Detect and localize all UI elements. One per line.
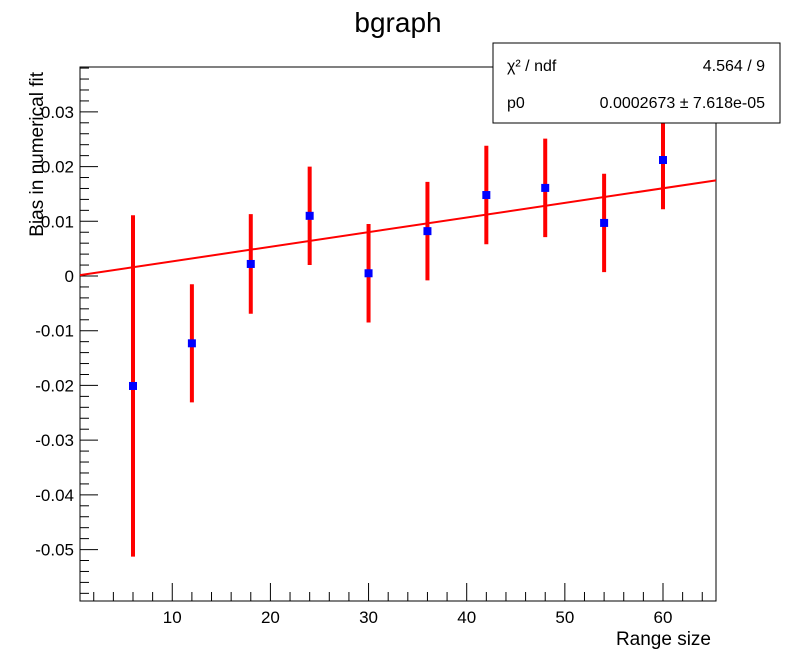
fit-layer <box>79 179 717 277</box>
stats-chi2-label: χ² / ndf <box>507 58 557 75</box>
stats-p0-label: p0 <box>507 95 525 112</box>
data-point <box>305 211 314 220</box>
x-axis: 10 20 30 40 50 60 <box>93 583 703 627</box>
plot-frame <box>79 66 717 602</box>
x-tick-label: 50 <box>555 608 574 627</box>
y-tick-label: 0.01 <box>41 212 74 231</box>
data-point <box>659 156 667 165</box>
stats-chi2-value: 4.564 / 9 <box>703 58 765 75</box>
data-point <box>600 218 609 227</box>
data-point <box>246 259 255 268</box>
x-tick-label: 60 <box>654 608 673 627</box>
data-layer <box>129 110 667 557</box>
y-tick-label: 0.03 <box>41 103 74 122</box>
chart-title: bgraph <box>354 7 441 38</box>
stats-p0-value: 0.0002673 ± 7.618e-05 <box>600 95 765 112</box>
y-axis: -0.05 -0.04 -0.03 -0.02 -0.01 0 0.01 0.02 0.03 <box>35 67 98 594</box>
y-tick-label: -0.03 <box>35 431 74 450</box>
y-tick-label: -0.04 <box>35 486 74 505</box>
x-axis-label: Range size <box>616 629 711 650</box>
x-tick-label: 10 <box>163 608 182 627</box>
x-tick-label: 30 <box>359 608 378 627</box>
stats-box: χ² / ndf 4.564 / 9 p0 0.0002673 ± 7.618e… <box>492 42 781 124</box>
y-tick-label: 0 <box>65 267 74 286</box>
y-tick-label: -0.02 <box>35 376 74 395</box>
y-tick-label: -0.05 <box>35 541 74 560</box>
y-tick-label: -0.01 <box>35 322 74 341</box>
data-point <box>364 269 373 278</box>
data-point <box>129 381 137 390</box>
y-axis-label: Bias in numerical fit <box>27 71 48 236</box>
data-point <box>541 183 550 192</box>
y-tick-label: 0.02 <box>41 158 74 177</box>
x-tick-label: 20 <box>261 608 280 627</box>
x-tick-label: 40 <box>457 608 476 627</box>
data-point <box>482 191 491 200</box>
data-point <box>187 339 196 348</box>
data-point <box>423 227 432 236</box>
fit-line <box>79 179 717 277</box>
